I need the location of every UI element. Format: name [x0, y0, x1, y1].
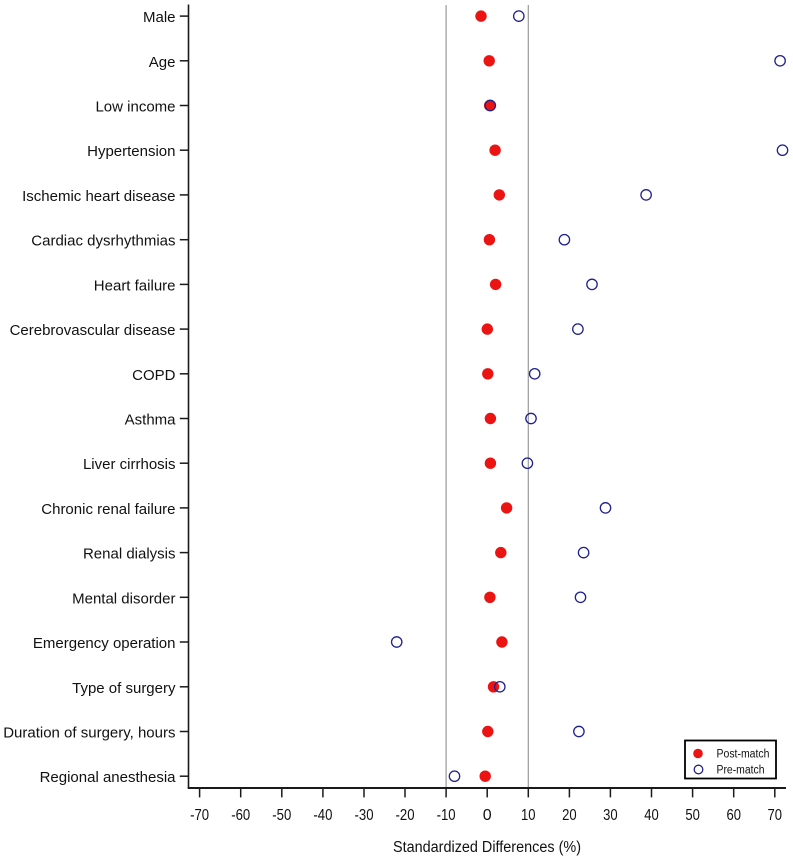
svg-text:0: 0: [483, 807, 492, 824]
svg-text:Standardized Differences (%): Standardized Differences (%): [393, 839, 581, 856]
svg-text:Emergency operation: Emergency operation: [33, 635, 176, 652]
svg-text:Ischemic heart disease: Ischemic heart disease: [22, 188, 175, 205]
svg-text:Mental disorder: Mental disorder: [72, 590, 175, 607]
svg-text:-10: -10: [437, 807, 456, 824]
svg-text:Cardiac dysrhythmias: Cardiac dysrhythmias: [31, 233, 175, 250]
svg-text:50: 50: [685, 807, 700, 824]
svg-text:-20: -20: [396, 807, 415, 824]
svg-text:Low income: Low income: [95, 99, 175, 116]
svg-text:-60: -60: [231, 807, 250, 824]
svg-text:Post-match: Post-match: [717, 749, 770, 761]
svg-text:-50: -50: [272, 807, 291, 824]
svg-text:Asthma: Asthma: [125, 412, 177, 429]
svg-text:Pre-match: Pre-match: [717, 765, 765, 777]
svg-text:-40: -40: [313, 807, 332, 824]
svg-text:Liver cirrhosis: Liver cirrhosis: [83, 456, 176, 473]
svg-text:70: 70: [768, 807, 783, 824]
svg-text:60: 60: [726, 807, 741, 824]
svg-text:Type of surgery: Type of surgery: [72, 680, 176, 697]
svg-text:Regional anesthesia: Regional anesthesia: [40, 769, 177, 786]
svg-text:Duration of surgery, hours: Duration of surgery, hours: [3, 725, 175, 742]
svg-text:10: 10: [521, 807, 536, 824]
svg-text:COPD: COPD: [132, 367, 176, 384]
svg-text:Renal dialysis: Renal dialysis: [83, 546, 176, 563]
svg-text:20: 20: [562, 807, 577, 824]
svg-text:Heart failure: Heart failure: [94, 277, 176, 294]
svg-text:Cerebrovascular disease: Cerebrovascular disease: [10, 322, 176, 339]
svg-text:-30: -30: [355, 807, 374, 824]
svg-text:-70: -70: [190, 807, 209, 824]
svg-text:40: 40: [644, 807, 659, 824]
svg-text:30: 30: [603, 807, 618, 824]
svg-text:Age: Age: [149, 54, 176, 71]
svg-text:Male: Male: [143, 9, 176, 26]
svg-text:Chronic renal failure: Chronic renal failure: [41, 501, 175, 518]
svg-text:Hypertension: Hypertension: [87, 143, 175, 160]
